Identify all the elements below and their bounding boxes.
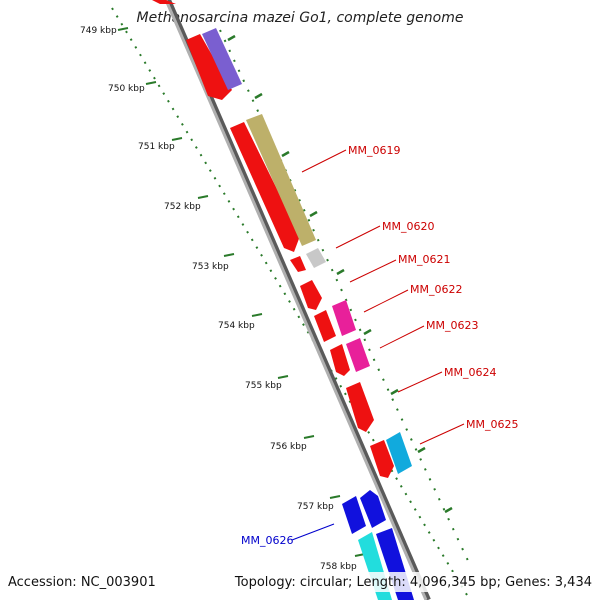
tick-label: 751 kbp [138,142,175,152]
inner-guide-line [111,7,471,600]
tick-label: 753 kbp [192,262,229,272]
gene-feature[interactable] [186,34,232,100]
tick-mark [117,27,129,31]
leader-line [419,423,465,445]
tick-label: 754 kbp [218,321,255,331]
gene-feature[interactable] [346,382,374,432]
leader-line [363,289,409,313]
gene-feature[interactable] [342,496,366,534]
tick-mark [171,137,183,141]
backbone-shadow [165,0,431,600]
gene-feature[interactable] [386,432,412,474]
gene-feature[interactable] [370,440,394,478]
gene-feature[interactable] [360,490,386,528]
tick-label: 752 kbp [164,202,201,212]
outer-tick [390,388,399,396]
tick-label: 758 kbp [320,562,357,572]
gene-feature[interactable] [330,344,350,376]
tick-label: 755 kbp [245,381,282,391]
leader-line [335,225,381,249]
gene-feature[interactable] [300,280,322,310]
outer-tick [309,210,318,218]
tick-mark [251,313,263,317]
tick-label: 757 kbp [297,502,334,512]
gene-feature[interactable] [290,256,306,272]
gene-feature[interactable] [346,338,370,372]
gene-feature[interactable] [246,114,316,246]
leader-line-group [291,149,465,541]
gene-feature[interactable] [202,28,242,90]
map-title: Methanosarcina mazei Go1, complete genom… [137,10,464,26]
outer-tick [254,92,263,100]
gene-feature[interactable] [314,310,336,342]
leader-line [291,523,335,541]
tick-label: 756 kbp [270,442,307,452]
accession-text: Accession: NC_003901 [8,575,156,590]
outer-tick [444,506,453,514]
gene-label[interactable]: MM_0626 [241,534,293,547]
tick-mark [329,495,341,499]
tick-label: 750 kbp [108,84,145,94]
tick-mark [197,195,209,199]
gene-label[interactable]: MM_0619 [348,144,400,157]
tick-mark [303,435,315,439]
outer-tick [227,34,236,42]
outer-tick [363,328,372,336]
gene-label[interactable]: MM_0623 [426,319,478,332]
gene-label[interactable]: MM_0622 [410,283,462,296]
gene-feature[interactable] [306,248,326,268]
gene-feature[interactable] [230,122,300,252]
outer-tick-group [227,34,453,514]
tick-label: 749 kbp [80,26,117,36]
backbone-line [164,0,428,600]
gene-feature[interactable] [332,300,356,336]
leader-line [379,325,425,349]
tick-group: 749 kbp 750 kbp 751 kbp 752 kbp 753 kbp … [80,26,366,572]
leader-line [349,259,397,283]
outer-tick [281,150,290,158]
tick-mark [145,81,157,85]
outer-tick [417,446,426,454]
outer-tick [336,268,345,276]
tick-mark [277,375,289,379]
outer-guide-line [219,29,471,566]
tick-mark [223,253,235,257]
gene-label[interactable]: MM_0625 [466,418,518,431]
footer-background [0,572,600,592]
gene-label[interactable]: MM_0620 [382,220,434,233]
gene-label[interactable]: MM_0621 [398,253,450,266]
leader-line [397,371,443,393]
summary-text: Topology: circular; Length: 4,096,345 bp… [234,575,592,590]
gene-label[interactable]: MM_0624 [444,366,496,379]
gene-feature[interactable] [152,0,176,4]
leader-line [301,149,347,173]
